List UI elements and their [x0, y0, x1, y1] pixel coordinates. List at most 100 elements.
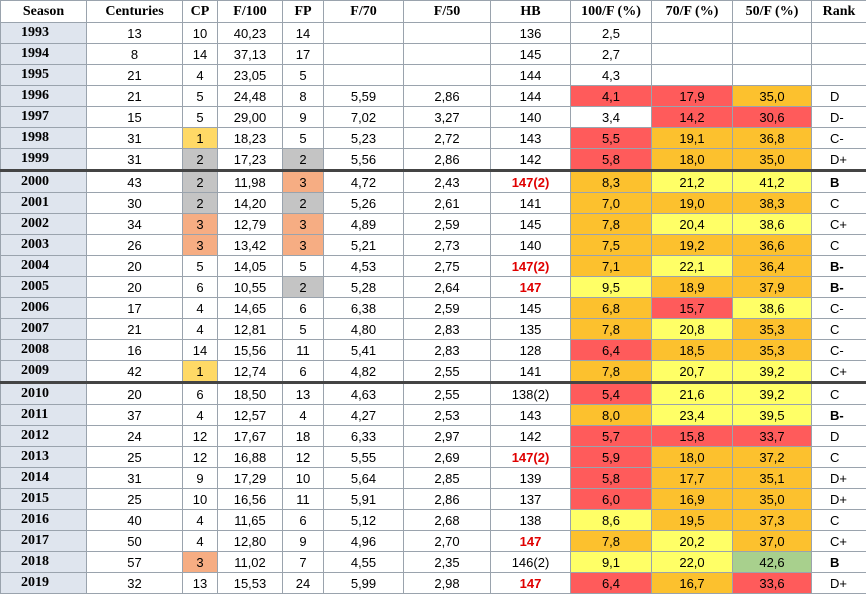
data-cell: 22,0: [651, 551, 733, 573]
data-cell: 4,1: [570, 85, 652, 107]
data-cell: 2,98: [403, 572, 491, 594]
data-cell: 6: [182, 381, 218, 405]
data-cell: 50: [86, 530, 183, 552]
data-cell: 2: [282, 192, 324, 214]
data-cell: 21: [86, 85, 183, 107]
data-cell: 9: [182, 467, 218, 489]
data-cell: 8,3: [570, 169, 652, 193]
data-cell: 8: [282, 85, 324, 107]
data-cell: 137: [490, 488, 571, 510]
header-cell: F/100: [217, 0, 283, 23]
data-cell: 20,4: [651, 213, 733, 235]
data-cell: 2,64: [403, 276, 491, 298]
data-cell: 2,86: [403, 148, 491, 171]
data-cell: 6: [282, 297, 324, 319]
season-cell: 2008: [0, 339, 87, 361]
data-cell: 2,83: [403, 339, 491, 361]
data-cell: C: [811, 318, 866, 340]
data-cell: 33,6: [732, 572, 812, 594]
data-cell: 4,80: [323, 318, 404, 340]
data-cell: 16,88: [217, 446, 283, 468]
data-cell: 1: [182, 360, 218, 383]
data-cell: 17,23: [217, 148, 283, 171]
data-cell: 2: [182, 148, 218, 171]
header-cell: 50/F (%): [732, 0, 812, 23]
data-cell: [651, 43, 733, 65]
data-cell: 13: [282, 381, 324, 405]
data-cell: 3: [182, 551, 218, 573]
data-cell: 19,1: [651, 127, 733, 149]
data-cell: 5,7: [570, 425, 652, 447]
data-cell: 20: [86, 276, 183, 298]
data-cell: 19,0: [651, 192, 733, 214]
data-cell: 38,6: [732, 297, 812, 319]
table-row: 2003 26 3 13,42 3 5,21 2,73 140 7,5 19,2 36,6 C: [0, 234, 866, 256]
data-cell: 135: [490, 318, 571, 340]
data-cell: 2: [282, 148, 324, 171]
data-cell: 142: [490, 425, 571, 447]
data-cell: 16,56: [217, 488, 283, 510]
data-cell: 2,35: [403, 551, 491, 573]
data-cell: [811, 22, 866, 44]
data-cell: 17,67: [217, 425, 283, 447]
header-cell: CP: [182, 0, 218, 23]
data-cell: 25: [86, 488, 183, 510]
data-cell: 15: [86, 106, 183, 128]
data-cell: 18,5: [651, 339, 733, 361]
header-cell: Centuries: [86, 0, 183, 23]
data-cell: 5,56: [323, 148, 404, 171]
data-cell: C-: [811, 339, 866, 361]
data-cell: 6,38: [323, 297, 404, 319]
table-row: 2018 57 3 11,02 7 4,55 2,35 146(2) 9,1 22,0 42,6 B: [0, 551, 866, 573]
table-row: 2015 25 10 16,56 11 5,91 2,86 137 6,0 16,9 35,0 D+: [0, 488, 866, 510]
data-cell: 2,86: [403, 85, 491, 107]
data-cell: 3: [282, 169, 324, 193]
data-cell: 5,55: [323, 446, 404, 468]
data-cell: 32: [86, 572, 183, 594]
data-cell: 2,83: [403, 318, 491, 340]
data-cell: 39,5: [732, 404, 812, 426]
data-cell: 5,23: [323, 127, 404, 149]
data-cell: 10: [182, 22, 218, 44]
data-cell: 4: [182, 64, 218, 86]
data-cell: 20,7: [651, 360, 733, 383]
data-cell: 19,2: [651, 234, 733, 256]
season-cell: 2018: [0, 551, 87, 573]
table-row: 2001 30 2 14,20 2 5,26 2,61 141 7,0 19,0 38,3 C: [0, 192, 866, 214]
data-cell: [323, 22, 404, 44]
data-cell: 3: [182, 213, 218, 235]
data-cell: 3,4: [570, 106, 652, 128]
header-cell: F/50: [403, 0, 491, 23]
data-cell: 14: [182, 339, 218, 361]
season-cell: 2002: [0, 213, 87, 235]
data-cell: 20,2: [651, 530, 733, 552]
table-row: 2000 43 2 11,98 3 4,72 2,43 147(2) 8,3 21,2 41,2 B: [0, 169, 866, 193]
data-cell: 7,8: [570, 213, 652, 235]
data-cell: C: [811, 381, 866, 405]
data-cell: 35,0: [732, 488, 812, 510]
data-cell: 42: [86, 360, 183, 383]
data-cell: 10,55: [217, 276, 283, 298]
data-cell: 8,0: [570, 404, 652, 426]
data-cell: 18,9: [651, 276, 733, 298]
data-cell: 4: [182, 297, 218, 319]
data-cell: 2,70: [403, 530, 491, 552]
table-row: 2013 25 12 16,88 12 5,55 2,69 147(2) 5,9 18,0 37,2…: [0, 446, 866, 468]
table-body: 1993 13 10 40,23 14 136 2,5 1994 8 14 37,13 17 145 2,…: [0, 22, 866, 594]
data-cell: 33,7: [732, 425, 812, 447]
data-cell: 2,68: [403, 509, 491, 531]
data-cell: D+: [811, 467, 866, 489]
header-cell: Season: [0, 0, 87, 23]
data-cell: 14: [182, 43, 218, 65]
table-row: 1998 31 1 18,23 5 5,23 2,72 143 5,5 19,1 36,8 C-: [0, 127, 866, 149]
data-cell: 24,48: [217, 85, 283, 107]
data-cell: 13: [86, 22, 183, 44]
data-cell: 7,8: [570, 318, 652, 340]
season-cell: 2012: [0, 425, 87, 447]
data-cell: 2,5: [570, 22, 652, 44]
data-cell: 2,72: [403, 127, 491, 149]
season-cell: 2006: [0, 297, 87, 319]
header-cell: FP: [282, 0, 324, 23]
data-cell: B-: [811, 276, 866, 298]
data-cell: C-: [811, 297, 866, 319]
